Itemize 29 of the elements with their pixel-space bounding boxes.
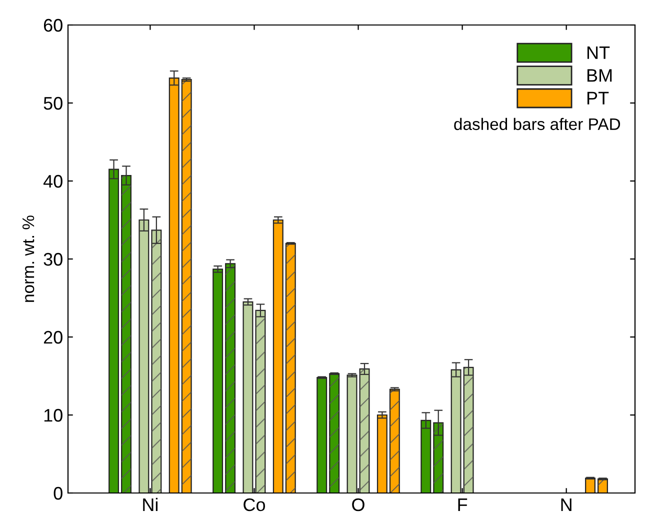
x-tick-label: Co [244, 498, 266, 512]
bar [376, 414, 388, 493]
y-tick-label: 40 [43, 174, 62, 188]
bar [138, 219, 150, 493]
bar [316, 377, 328, 493]
y-tick-label: 60 [44, 18, 62, 32]
bar [450, 369, 462, 493]
bar [108, 168, 120, 493]
y-tick-label: 50 [44, 96, 62, 110]
x-tick-label: O [352, 498, 364, 512]
bar [272, 219, 284, 493]
legend-label: NT [587, 46, 610, 59]
legend-label: BM [587, 69, 612, 82]
bar [212, 268, 224, 493]
annotation: dashed bars after PAD [454, 118, 620, 130]
x-tick-label: N [561, 498, 572, 511]
x-tick-label: F [458, 498, 468, 511]
y-tick-label: 0 [54, 486, 62, 500]
bar [242, 301, 254, 493]
y-tick-label: 30 [44, 252, 62, 266]
x-tick-label: Ni [143, 498, 158, 511]
legend-label: PT [587, 92, 609, 104]
y-tick-label: 10 [44, 408, 62, 422]
bar [420, 420, 432, 493]
bar [168, 77, 180, 493]
bar [346, 374, 358, 493]
bar [585, 478, 596, 493]
y-tick-label: 20 [44, 330, 62, 344]
y-axis-title: norm. wt. % [22, 216, 34, 302]
